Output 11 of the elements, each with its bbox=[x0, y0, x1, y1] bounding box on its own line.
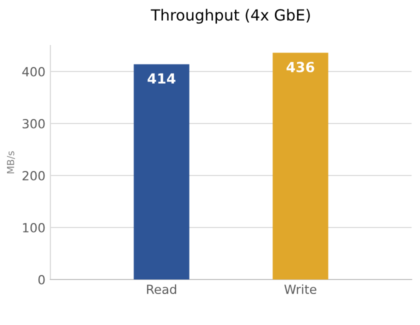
y-tick-label: 400 bbox=[22, 66, 45, 76]
y-tick-label: 200 bbox=[22, 170, 45, 180]
x-tick-label: Read bbox=[147, 284, 176, 294]
chart-title: Throughput (4x GbE) bbox=[150, 8, 310, 24]
y-axis-title: MB/s bbox=[7, 151, 16, 174]
data-label: 414 bbox=[148, 73, 176, 84]
y-tick-label: 0 bbox=[38, 274, 45, 284]
y-tick-label: 100 bbox=[23, 222, 45, 232]
y-tick-label: 300 bbox=[22, 118, 45, 128]
x-tick-label: Write bbox=[284, 284, 316, 294]
data-label: 436 bbox=[286, 62, 314, 72]
